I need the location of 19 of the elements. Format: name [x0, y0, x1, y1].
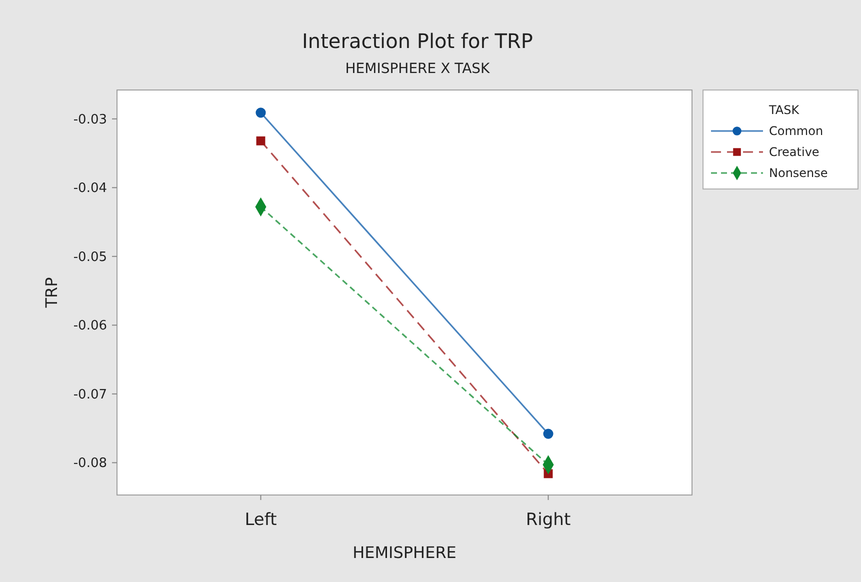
x-tick-label: Left [244, 510, 278, 530]
x-tick-label: Right [526, 510, 571, 530]
y-tick-label: -0.03 [73, 112, 107, 128]
y-tick-label: -0.08 [73, 456, 107, 472]
point [256, 136, 266, 146]
y-tick-label: -0.06 [73, 318, 107, 334]
chart-title: Interaction Plot for TRP [302, 29, 533, 53]
chart-subtitle: HEMISPHERE X TASK [345, 61, 491, 77]
point [256, 108, 266, 118]
y-axis-title: TRP [42, 276, 61, 309]
legend-label: Creative [769, 145, 820, 160]
x-axis-title: HEMISPHERE [352, 543, 456, 562]
y-tick-label: -0.07 [73, 387, 107, 402]
y-tick-label: -0.04 [73, 181, 107, 196]
legend-label: Common [769, 124, 824, 138]
y-tick-label: -0.05 [73, 250, 107, 265]
point [543, 428, 554, 439]
legend-title: TASK [768, 103, 800, 117]
legend-label: Nonsense [769, 166, 828, 180]
